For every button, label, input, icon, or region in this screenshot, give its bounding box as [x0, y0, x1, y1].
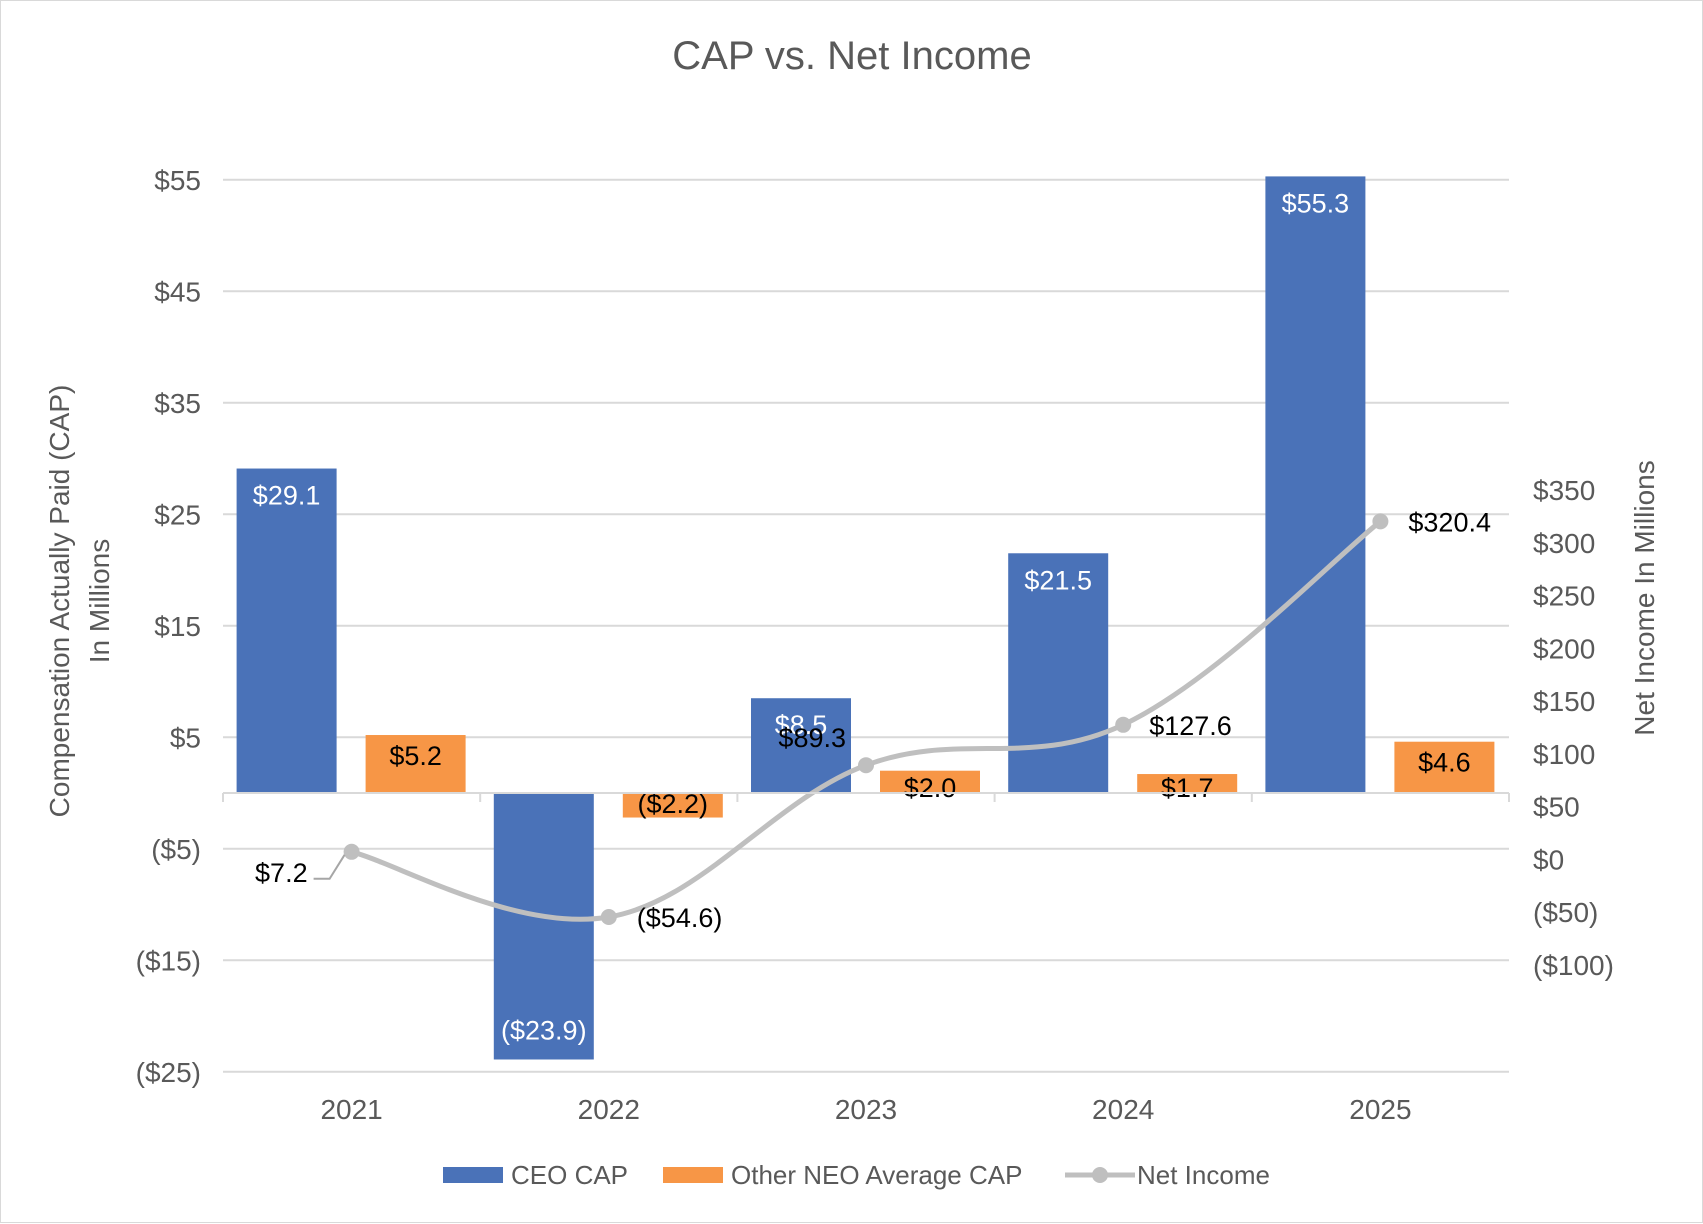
net-income-point: [600, 909, 617, 926]
ceo-cap-data-label: ($23.9): [501, 1015, 587, 1045]
neo-cap-bar: [1137, 774, 1238, 793]
legend-net-income: Net Income: [1065, 1160, 1270, 1190]
right-tick-label: ($50): [1533, 897, 1598, 928]
ceo-cap-bar: [1265, 176, 1366, 793]
net-income-data-label: ($54.6): [637, 903, 723, 933]
ceo-cap-data-label: $8.5: [775, 710, 828, 740]
right-axis-ticks: $350 $300 $250 $200 $150 $100 $50 $0 ($50) ($100): [1533, 475, 1614, 981]
left-tick-label: ($5): [151, 834, 201, 865]
ceo-cap-bar: [236, 468, 337, 793]
left-tick-label: ($15): [136, 945, 201, 976]
neo-cap-data-label: $1.7: [1161, 773, 1214, 803]
legend-label: Net Income: [1137, 1160, 1270, 1190]
data-labels: $29.1($23.9)$8.5$21.5$55.3$5.2($2.2)$2.0…: [253, 188, 1491, 1045]
left-axis-ticks: $55 $45 $35 $25 $15 $5 ($5) ($15) ($25): [136, 165, 201, 1088]
legend: CEO CAP Other NEO Average CAP Net Income: [443, 1160, 1270, 1190]
net-income-data-label: $89.3: [778, 723, 846, 753]
left-tick-label: $5: [170, 722, 201, 753]
right-tick-label: $200: [1533, 633, 1595, 664]
right-tick-label: $100: [1533, 739, 1595, 770]
legend-ceo-cap: CEO CAP: [443, 1160, 628, 1190]
legend-marker: [1092, 1167, 1108, 1183]
legend-swatch: [443, 1167, 503, 1183]
legend-neo-cap: Other NEO Average CAP: [663, 1160, 1022, 1190]
x-tick-label: 2022: [578, 1094, 640, 1125]
neo-cap-bar: [880, 770, 980, 793]
net-income-data-label: $7.2: [255, 858, 308, 888]
ceo-cap-data-label: $29.1: [253, 481, 321, 511]
right-tick-label: $50: [1533, 792, 1580, 823]
left-axis-title-line2: In Millions: [84, 539, 115, 663]
x-axis: 2021 2022 2023 2024 2025: [222, 792, 1510, 1125]
right-tick-label: $350: [1533, 475, 1595, 506]
ceo-cap-data-label: $21.5: [1024, 565, 1092, 595]
left-tick-label: ($25): [136, 1057, 201, 1088]
neo-cap-data-label: $2.0: [904, 773, 957, 803]
ceo-cap-bar: [493, 793, 594, 1060]
net-income-point: [858, 757, 874, 774]
neo-cap-bar: [365, 735, 466, 793]
net-income-point: [1372, 513, 1389, 530]
net-income-line: [343, 513, 1389, 926]
right-tick-label: $150: [1533, 686, 1595, 717]
x-tick-label: 2024: [1092, 1094, 1154, 1125]
right-axis-title: Net Income In Millions: [1629, 460, 1660, 735]
legend-label: CEO CAP: [511, 1160, 628, 1190]
ceo-cap-data-label: $55.3: [1282, 188, 1350, 218]
right-tick-label: $0: [1533, 844, 1564, 875]
right-tick-label: ($100): [1533, 950, 1614, 981]
legend-label: Other NEO Average CAP: [731, 1160, 1022, 1190]
left-tick-label: $25: [154, 499, 201, 530]
left-tick-label: $15: [154, 611, 201, 642]
right-tick-label: $300: [1533, 528, 1595, 559]
neo-cap-bar: [1394, 741, 1495, 793]
left-tick-label: $45: [154, 276, 201, 307]
left-axis-title-line1: Compensation Actually Paid (CAP): [44, 385, 75, 818]
x-tick-label: 2023: [835, 1094, 897, 1125]
x-tick-label: 2021: [320, 1094, 382, 1125]
neo-cap-data-label: $5.2: [389, 741, 442, 771]
neo-cap-bar: [622, 793, 723, 818]
bars: [236, 176, 1495, 1060]
net-income-data-label: $320.4: [1408, 507, 1491, 537]
right-tick-label: $250: [1533, 581, 1595, 612]
left-tick-label: $35: [154, 388, 201, 419]
net-income-point: [1115, 716, 1132, 733]
neo-cap-data-label: $4.6: [1418, 748, 1471, 778]
legend-swatch: [663, 1167, 723, 1183]
ceo-cap-bar: [1008, 553, 1109, 793]
net-income-point: [343, 843, 360, 860]
net-income-leader-line: [313, 854, 346, 880]
chart-title: CAP vs. Net Income: [672, 34, 1031, 78]
net-income-data-label: $127.6: [1149, 711, 1232, 741]
left-tick-label: $55: [154, 165, 201, 196]
x-tick-label: 2025: [1349, 1094, 1411, 1125]
